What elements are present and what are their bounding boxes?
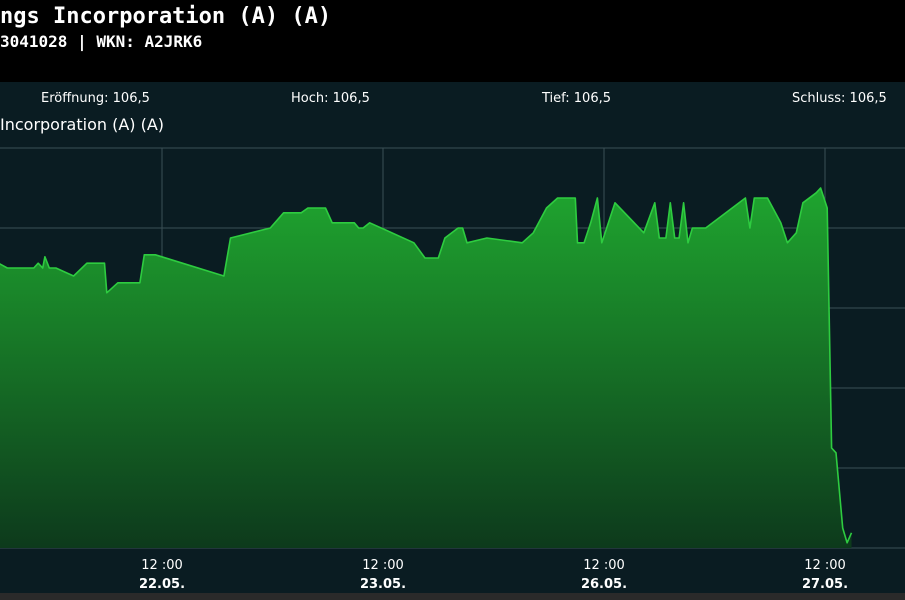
x-tick-time-label: 12 :00 xyxy=(804,558,846,573)
x-tick-time-label: 12 :00 xyxy=(583,558,625,573)
x-tick-date-label: 23.05. xyxy=(360,577,406,592)
bottom-edge xyxy=(0,593,905,600)
price-area-fill xyxy=(0,188,852,548)
security-title: ngs Incorporation (A) (A) xyxy=(0,4,332,29)
x-tick-date-label: 27.05. xyxy=(802,577,848,592)
quote-header: ngs Incorporation (A) (A) 3041028 | WKN:… xyxy=(0,0,905,82)
x-tick-date-label: 26.05. xyxy=(581,577,627,592)
x-axis-ticks: 12 :00 22.05. 12 :00 23.05. 12 :00 26.05. 12 :… xyxy=(139,558,848,592)
low-value: Tief: 106,5 xyxy=(542,91,611,106)
security-identifiers: 3041028 | WKN: A2JRK6 xyxy=(0,32,203,51)
x-tick-date-label: 22.05. xyxy=(139,577,185,592)
price-series xyxy=(0,187,853,548)
chart-title: Incorporation (A) (A) xyxy=(0,115,165,134)
close-value: Schluss: 106,5 xyxy=(792,91,887,106)
open-value: Eröffnung: 106,5 xyxy=(41,91,150,106)
price-line xyxy=(0,187,853,544)
x-tick-time-label: 12 :00 xyxy=(362,558,404,573)
high-value: Hoch: 106,5 xyxy=(291,91,370,106)
x-tick-time-label: 12 :00 xyxy=(141,558,183,573)
